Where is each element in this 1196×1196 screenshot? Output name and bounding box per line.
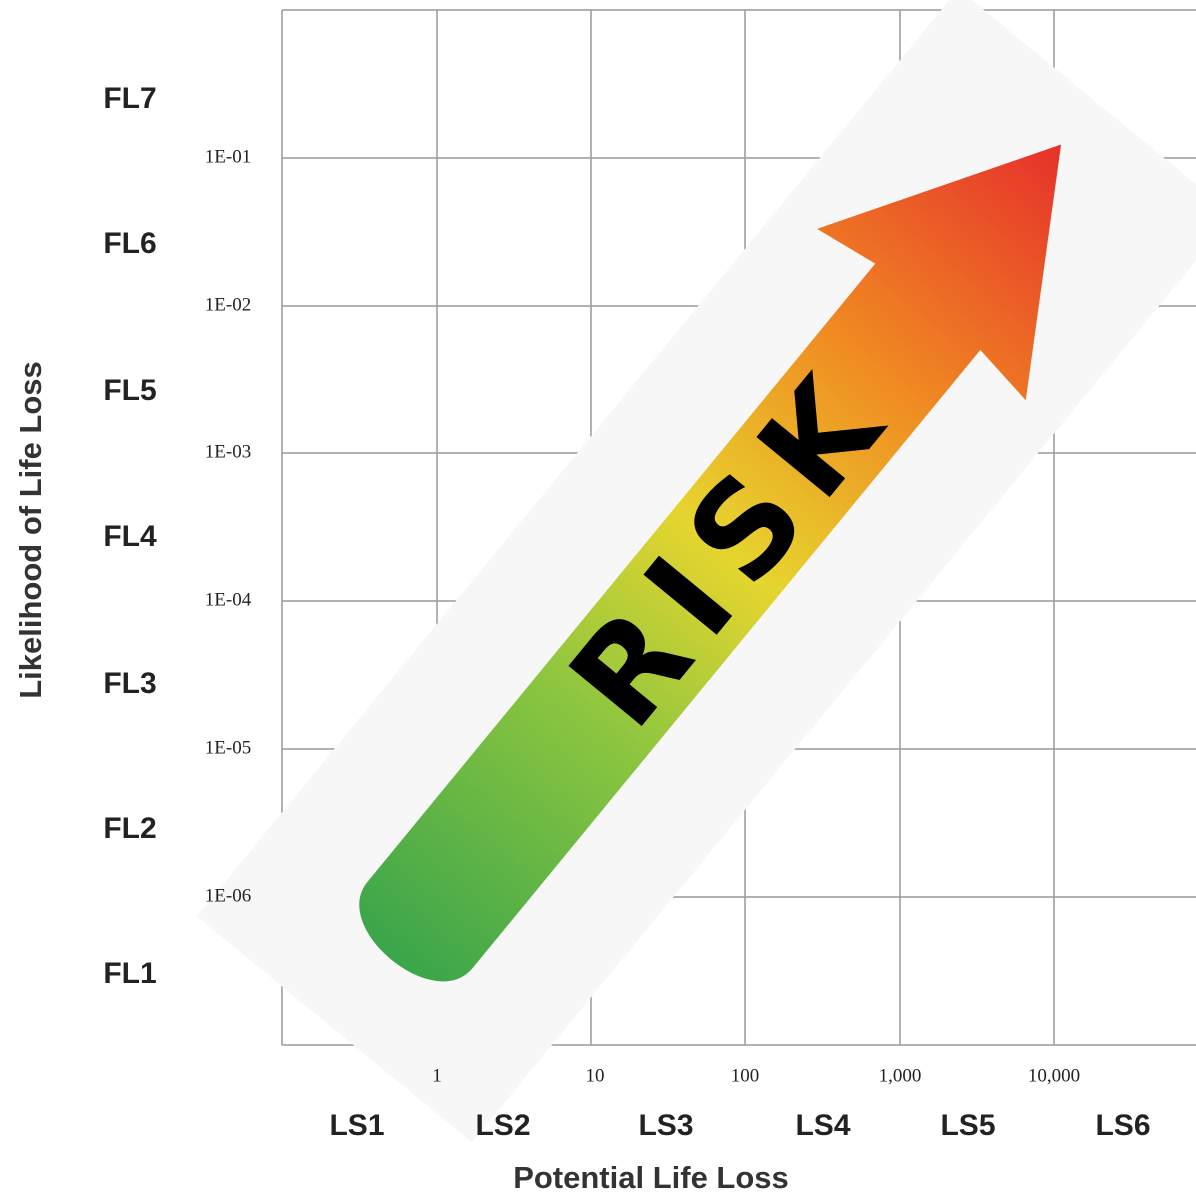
y-band-label: FL3 [103,667,156,700]
y-tick-label: 1E-01 [205,146,251,167]
x-tick-label: 100 [731,1065,760,1086]
y-tick-label: 1E-06 [205,885,251,906]
x-tick-label: 10,000 [1028,1065,1080,1086]
x-band-label: LS3 [638,1109,693,1142]
y-band-label: FL5 [103,374,156,407]
x-band-label: LS4 [795,1109,850,1142]
y-band-label: FL6 [103,227,156,260]
risk-arrow: RISK [196,0,1196,1143]
x-band-label: LS2 [475,1109,530,1142]
x-tick-label: 1,000 [879,1065,922,1086]
y-axis-title: Likelihood of Life Loss [13,361,48,699]
x-band-label: LS1 [329,1109,384,1142]
y-band-label: FL2 [103,812,156,845]
y-tick-label: 1E-03 [205,441,251,462]
y-band-label: FL7 [103,82,156,115]
x-tick-label: 1 [432,1065,442,1086]
y-tick-label: 1E-04 [205,589,252,610]
y-tick-label: 1E-05 [205,737,251,758]
x-tick-label: 10 [586,1065,605,1086]
y-tick-label: 1E-02 [205,294,251,315]
x-band-label: LS6 [1095,1109,1150,1142]
x-axis-title: Potential Life Loss [513,1160,789,1195]
x-band-label: LS5 [940,1109,995,1142]
y-band-label: FL4 [103,520,157,553]
y-band-label: FL1 [103,957,156,990]
